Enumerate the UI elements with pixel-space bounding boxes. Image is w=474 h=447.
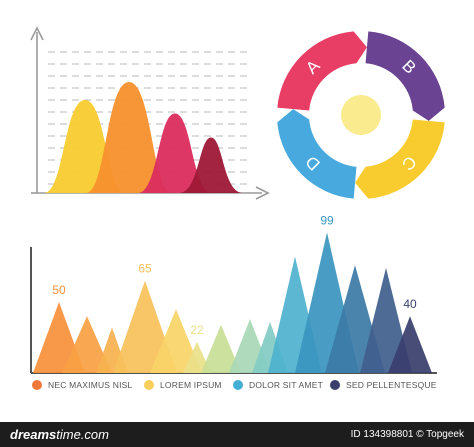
watermark-footer: dreamstime.com ID 134398801 © Topgeek xyxy=(0,422,474,447)
legend-swatch xyxy=(233,380,243,390)
peak-value-label-99: 99 xyxy=(320,213,334,227)
ring-segment-a xyxy=(277,31,367,111)
cycle-ring-chart: A BCD xyxy=(277,31,445,199)
peak-triangle-5 xyxy=(150,309,202,373)
peak-value-label-40: 40 xyxy=(403,297,417,311)
bell-curve-series-4 xyxy=(179,137,243,193)
legend-label: NEC MAXIMUS NISL xyxy=(48,380,133,390)
legend-swatch xyxy=(144,380,154,390)
peak-value-label-22: 22 xyxy=(190,323,204,337)
peak-value-label-50: 50 xyxy=(52,283,66,297)
ring-segment-c xyxy=(355,119,445,199)
legend-label: SED PELLENTESQUE xyxy=(346,380,437,390)
legend-item-sed-pellentesque: SED PELLENTESQUE xyxy=(330,380,437,390)
peak-chart-legend: NEC MAXIMUS NISL LOREM IPSUM DOLOR SIT A… xyxy=(30,380,470,396)
ring-center-circle xyxy=(341,95,381,135)
x-axis-arrow-icon xyxy=(255,186,270,200)
ring-segment-d xyxy=(277,109,357,199)
legend-item-dolor-sit-amet: DOLOR SIT AMET xyxy=(233,380,323,390)
bell-curve-chart xyxy=(30,26,270,200)
peak-triangle-14 xyxy=(388,316,432,373)
y-axis-arrow-icon xyxy=(30,26,44,41)
brand-logo: dreamstime.com xyxy=(10,427,109,442)
image-id-credit: ID 134398801 © Topgeek xyxy=(350,429,464,440)
peak-value-label-65: 65 xyxy=(138,262,152,276)
legend-item-nec-maximus-nisl: NEC MAXIMUS NISL xyxy=(32,380,132,390)
ring-segment-b xyxy=(365,31,445,121)
peak-triangle-6 xyxy=(183,341,211,373)
peak-triangle-chart: 50 65 22 99 40 xyxy=(30,213,437,374)
peak-triangle-2 xyxy=(62,316,112,373)
legend-label: DOLOR SIT AMET xyxy=(249,380,323,390)
legend-swatch xyxy=(32,380,42,390)
legend-swatch xyxy=(330,380,340,390)
bell-curve-series-3 xyxy=(138,113,212,193)
peak-triangle-7 xyxy=(201,324,241,373)
legend-item-lorem-ipsum: LOREM IPSUM xyxy=(144,380,222,390)
legend-label: LOREM IPSUM xyxy=(160,380,222,390)
bell-curve-series-2 xyxy=(86,82,172,193)
